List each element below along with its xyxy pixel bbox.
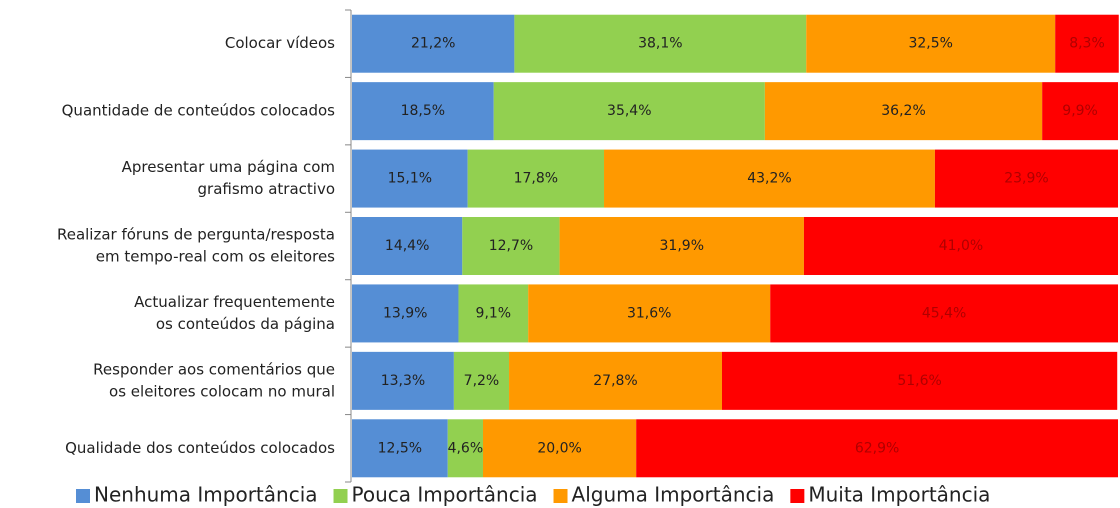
bar-segment (352, 284, 459, 343)
value-label: 13,9% (383, 305, 427, 321)
bar-segment (770, 284, 1118, 343)
category-label: Responder aos comentários que (93, 360, 335, 378)
bar-segment (352, 149, 468, 208)
bar-segment (352, 14, 515, 73)
value-label: 12,7% (489, 238, 533, 254)
category-label: Colocar vídeos (225, 34, 335, 52)
value-label: 45,4% (922, 305, 966, 321)
category-label: Actualizar frequentemente (134, 293, 335, 311)
value-label: 15,1% (388, 171, 432, 187)
bar-segment (514, 14, 807, 73)
value-label: 32,5% (908, 36, 952, 52)
value-label: 38,1% (638, 36, 682, 52)
category-label: os conteúdos da página (156, 315, 335, 333)
value-label: 62,9% (855, 440, 899, 456)
bar-segment (352, 351, 454, 410)
legend-swatch (790, 489, 805, 503)
value-label: 4,6% (448, 440, 484, 456)
bar-segment (721, 351, 1118, 410)
bar-segment (352, 217, 463, 275)
category-label: Qualidade dos conteúdos colocados (65, 439, 335, 457)
value-label: 35,4% (607, 103, 651, 119)
value-label: 31,6% (627, 305, 671, 321)
value-label: 9,1% (476, 305, 512, 321)
category-label: Quantidade de conteúdos colocados (62, 102, 336, 120)
value-label: 43,2% (747, 171, 791, 187)
legend-label: Pouca Importância (352, 483, 538, 507)
bar-segment (1055, 14, 1119, 73)
bar-segment (467, 149, 605, 208)
bar-segment (604, 149, 935, 208)
legend-label: Alguma Importância (572, 483, 775, 507)
category-label: Apresentar uma página com (122, 158, 335, 176)
bar-segment (482, 419, 637, 478)
bar-segment (453, 351, 510, 410)
legend-swatch (76, 489, 90, 503)
value-label: 27,8% (593, 373, 637, 389)
bar-segment (352, 419, 448, 478)
legend-label: Nenhuma Importância (94, 483, 318, 507)
bar-segment (493, 82, 765, 141)
bar-segment (462, 217, 560, 275)
value-label: 13,3% (381, 373, 425, 389)
bar-segment (1042, 82, 1118, 141)
bar-segment (803, 217, 1118, 275)
value-label: 17,8% (514, 171, 558, 187)
value-label: 7,2% (464, 373, 500, 389)
bar-segment (559, 217, 804, 275)
category-label: Realizar fóruns de pergunta/resposta (57, 226, 335, 244)
value-label: 18,5% (401, 103, 445, 119)
bar-segment (509, 351, 722, 410)
value-label: 21,2% (411, 36, 455, 52)
legend-label: Muita Importância (808, 483, 990, 507)
value-label: 41,0% (939, 238, 983, 254)
value-label: 14,4% (385, 238, 429, 254)
value-label: 9,9% (1062, 103, 1098, 119)
legend-swatch (333, 489, 348, 503)
value-label: 36,2% (881, 103, 925, 119)
value-label: 31,9% (660, 238, 704, 254)
value-label: 12,5% (378, 440, 422, 456)
legend-swatch (553, 489, 568, 503)
category-label: em tempo-real com os eleitores (96, 248, 335, 266)
category-label: grafismo atractivo (198, 180, 335, 198)
bar-segment (528, 284, 771, 343)
bar-segment (764, 82, 1043, 141)
value-label: 8,3% (1069, 36, 1105, 52)
bar-segment (352, 82, 494, 141)
category-label: os eleitores colocam no mural (109, 382, 335, 400)
bar-segment (934, 149, 1118, 208)
bar-segment (447, 419, 483, 478)
value-label: 51,6% (897, 373, 941, 389)
bar-segment (636, 419, 1118, 478)
value-label: 23,9% (1004, 171, 1048, 187)
bar-segment (806, 14, 1056, 73)
bar-segment (458, 284, 529, 343)
value-label: 20,0% (537, 440, 581, 456)
